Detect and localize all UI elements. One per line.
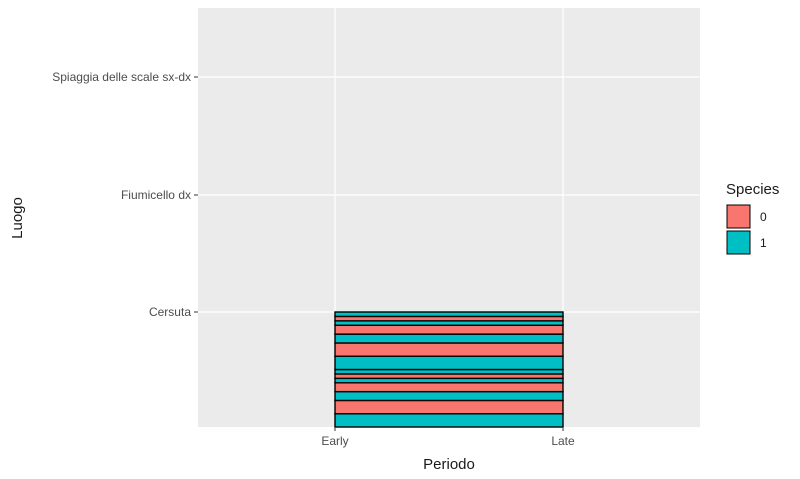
y-tick-label: Fiumicello dx bbox=[121, 188, 191, 202]
bar-segment bbox=[334, 355, 564, 371]
x-axis-title: Periodo bbox=[423, 456, 475, 473]
bar-segment bbox=[334, 382, 564, 393]
x-axis: Early Late bbox=[321, 427, 575, 448]
x-tick-label: Late bbox=[551, 434, 575, 448]
legend-title: Species bbox=[726, 181, 779, 198]
y-tick-label: Spiaggia delle scale sx-dx bbox=[52, 70, 191, 84]
bar-segment bbox=[334, 390, 564, 402]
legend: Species 0 1 bbox=[726, 181, 779, 255]
stacked-bars bbox=[334, 311, 564, 428]
legend-swatch-0 bbox=[726, 204, 751, 229]
bar-segment bbox=[334, 333, 564, 344]
bar-segment bbox=[334, 324, 564, 335]
bar-segment bbox=[334, 342, 564, 357]
legend-label-0: 0 bbox=[760, 210, 767, 224]
bar-segment bbox=[334, 311, 564, 318]
bar-segment bbox=[334, 399, 564, 415]
y-axis-title: Luogo bbox=[9, 197, 26, 239]
y-axis: Cersuta Fiumicello dx Spiaggia delle scale… bbox=[52, 70, 198, 319]
legend-label-1: 1 bbox=[760, 236, 767, 250]
x-tick-label: Early bbox=[321, 434, 348, 448]
y-tick-label: Cersuta bbox=[149, 305, 191, 319]
bar-segment bbox=[334, 413, 564, 428]
legend-swatch-1 bbox=[726, 230, 751, 255]
